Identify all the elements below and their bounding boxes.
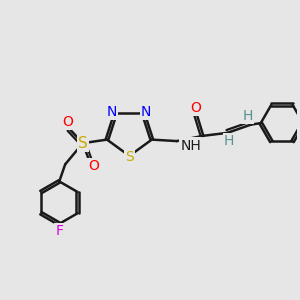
- Text: S: S: [125, 150, 134, 164]
- Text: H: H: [242, 110, 253, 123]
- Text: O: O: [190, 101, 201, 115]
- Text: S: S: [78, 136, 88, 151]
- Text: N: N: [141, 105, 152, 119]
- Text: NH: NH: [180, 139, 201, 152]
- Text: F: F: [55, 224, 63, 238]
- Text: O: O: [62, 115, 73, 129]
- Text: H: H: [224, 134, 234, 148]
- Text: O: O: [88, 159, 100, 173]
- Text: N: N: [107, 105, 117, 119]
